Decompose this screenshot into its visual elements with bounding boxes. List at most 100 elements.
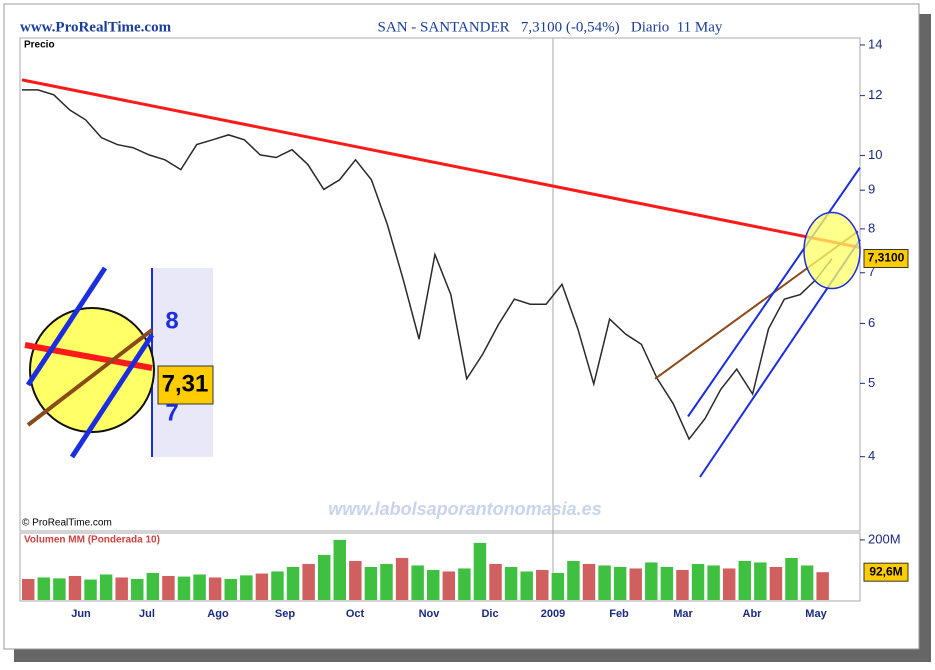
- volume-bar: [395, 557, 409, 600]
- x-tick-label: Abr: [743, 608, 763, 620]
- volume-bar: [754, 562, 767, 600]
- volume-bar: [240, 575, 253, 600]
- volume-bar: [177, 576, 191, 600]
- inset: 8 7,31 7: [24, 266, 214, 459]
- volume-bar: [629, 568, 642, 600]
- title: SAN - SANTANDER 7,3100 (-0,54%) Diario 1…: [378, 19, 723, 35]
- last-price-box: [863, 249, 909, 269]
- volume-bar: [536, 569, 549, 600]
- inset-blue: [25, 266, 108, 387]
- inset-brown: [26, 328, 154, 427]
- volume-bar: [613, 566, 627, 600]
- x-tick-label: Jun: [71, 608, 91, 620]
- copyright: © ProRealTime.com: [22, 518, 112, 529]
- volume-bar: [364, 566, 378, 600]
- volume-bar: [68, 575, 82, 600]
- volume-bar: [99, 574, 113, 600]
- x-tick-label: Sep: [275, 608, 295, 620]
- y-tick-label: 6: [868, 315, 875, 330]
- volume-bar: [660, 566, 674, 600]
- volume-bar: [816, 572, 829, 600]
- volume-bar: [380, 563, 393, 600]
- volume-bar: [458, 568, 471, 600]
- trendline: [687, 167, 861, 418]
- inset-blue: [69, 333, 155, 459]
- volume-bar: [442, 571, 456, 600]
- x-tick-label: Ago: [207, 608, 229, 620]
- volume-bar: [349, 560, 362, 600]
- volume-bar: [769, 566, 783, 600]
- y-tick-label: 10: [868, 147, 882, 162]
- inset-circle: [29, 307, 155, 433]
- volume-bar: [37, 577, 51, 600]
- inset-label: 8: [165, 307, 178, 334]
- volume-bar: [489, 563, 502, 600]
- price-line: [22, 89, 833, 441]
- volume-bar: [333, 539, 346, 600]
- volume-bar: [598, 565, 611, 600]
- x-tick-label: May: [805, 608, 827, 620]
- x-tick-label: Mar: [673, 608, 693, 620]
- volume-bar: [551, 572, 565, 600]
- volume-bar: [224, 578, 237, 600]
- volume-bar: [567, 560, 580, 600]
- volume-bar: [22, 578, 35, 600]
- volume-bar: [427, 569, 440, 600]
- highlight-circle: [803, 211, 861, 290]
- x-tick-label: Oct: [346, 608, 365, 620]
- volume-bar: [193, 574, 206, 600]
- site: www.ProRealTime.com: [20, 19, 172, 35]
- volume-bar: [411, 565, 424, 600]
- last-volume-label: 92,6M: [869, 564, 902, 578]
- volume-bar: [84, 579, 97, 600]
- x-tick-label: Jul: [139, 608, 155, 620]
- volume-bar: [208, 577, 222, 600]
- x-tick-label: Dic: [481, 608, 498, 620]
- volume-bar: [115, 577, 128, 600]
- volume-bar: [707, 565, 720, 600]
- volume-bar: [582, 563, 596, 600]
- volume-bar: [738, 560, 751, 600]
- volume-bar: [676, 569, 689, 600]
- last-price-label: 7,3100: [868, 251, 905, 265]
- inset-axis: [152, 268, 213, 457]
- volume-bar: [255, 573, 269, 600]
- volume-bar: [645, 562, 658, 600]
- x-tick-label: 2009: [541, 608, 565, 620]
- volume-bar: [302, 563, 315, 600]
- x-tick-label: Feb: [609, 608, 629, 620]
- watermark: www.labolsaporantonomasia.es: [328, 499, 601, 519]
- volume-bar: [271, 571, 284, 600]
- volume-bar: [722, 568, 736, 600]
- price-label: Precio: [24, 40, 55, 51]
- trendline: [21, 78, 861, 249]
- y-tick-label: 14: [868, 36, 882, 51]
- y-tick-label: 7: [868, 264, 875, 279]
- volume-bar: [162, 575, 175, 600]
- volume-bar: [286, 566, 300, 600]
- x-tick-label: Nov: [419, 608, 441, 620]
- volume-bar: [800, 565, 814, 600]
- volume-panel: [19, 532, 861, 602]
- y-tick-label: 9: [868, 182, 875, 197]
- last-volume-box: [863, 562, 909, 582]
- volume-bar: [691, 563, 705, 600]
- y-tick-label: 200M: [868, 531, 901, 546]
- volume-label: Volumen MM (Ponderada 10): [24, 535, 160, 546]
- inset-price-box: [157, 365, 214, 405]
- volume-bar: [146, 572, 160, 600]
- y-tick-label: 8: [868, 220, 875, 235]
- y-tick-label: 5: [868, 375, 875, 390]
- volume-bar: [131, 578, 144, 600]
- volume-bar: [520, 571, 533, 600]
- y-tick-label: 4: [868, 448, 875, 463]
- volume-bar: [317, 554, 331, 600]
- volume-bar: [504, 566, 518, 600]
- inset-label: 7: [165, 399, 178, 426]
- volume-bar: [53, 578, 66, 600]
- inset-label: 7,31: [162, 370, 209, 397]
- volume-bar: [473, 542, 487, 600]
- volume-bar: [785, 557, 798, 600]
- y-tick-label: 12: [868, 87, 882, 102]
